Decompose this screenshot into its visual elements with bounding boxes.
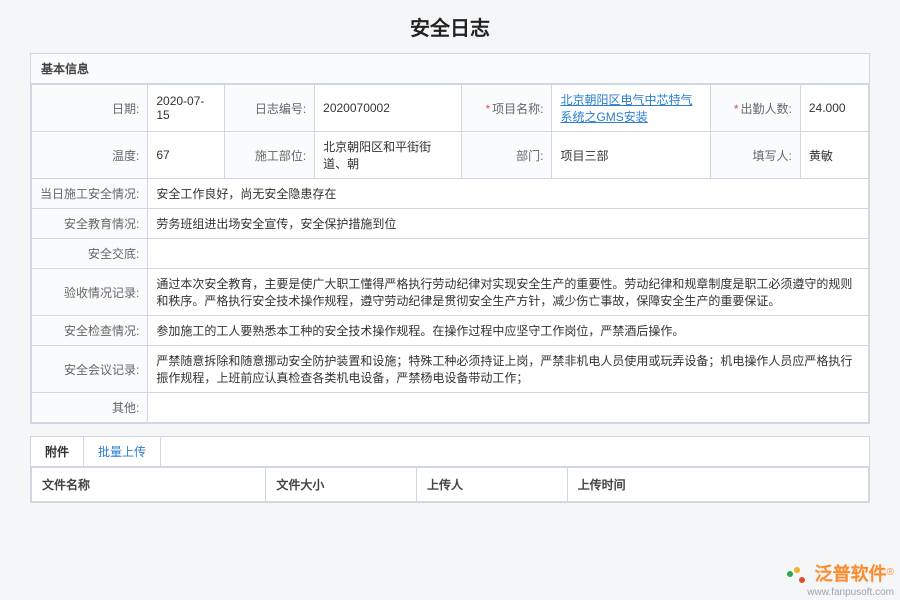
tab-attachment[interactable]: 附件 [31,437,84,466]
dept-label: 部门: [462,132,552,179]
writer-value: 黄敏 [800,132,868,179]
col-file-size: 文件大小 [266,468,417,502]
basic-info-panel: 基本信息 日期: 2020-07-15 日志编号: 2020070002 *项目… [30,53,870,424]
attachment-panel: 附件 批量上传 文件名称 文件大小 上传人 上传时间 [30,436,870,503]
dept-value: 项目三部 [552,132,710,179]
page-title: 安全日志 [0,0,900,53]
disclosure-label: 安全交底: [32,239,148,269]
brand-text: 泛普软件 [815,564,887,584]
file-table: 文件名称 文件大小 上传人 上传时间 [31,467,869,502]
tab-bulk-upload[interactable]: 批量上传 [84,437,161,466]
logo-icon [787,567,807,587]
check-value: 参加施工的工人要熟悉本工种的安全技术操作规程。在操作过程中应坚守工作岗位，严禁酒… [148,316,869,346]
col-uploader: 上传人 [417,468,568,502]
project-link[interactable]: 北京朝阳区电气中芯特气系统之GMS安装 [560,93,692,124]
edu-value: 劳务班组进出场安全宣传，安全保护措施到位 [148,209,869,239]
edu-label: 安全教育情况: [32,209,148,239]
temp-label: 温度: [32,132,148,179]
brand-url: www.fanpusoft.com [787,587,894,598]
unit-value: 北京朝阳区和平街街道、朝 [315,132,462,179]
log-no-label: 日志编号: [225,85,315,132]
accept-value: 通过本次安全教育，主要是使广大职工懂得严格执行劳动纪律对实现安全生产的重要性。劳… [148,269,869,316]
date-label: 日期: [32,85,148,132]
date-value: 2020-07-15 [148,85,225,132]
form-table: 日期: 2020-07-15 日志编号: 2020070002 *项目名称: 北… [31,84,869,423]
accept-label: 验收情况记录: [32,269,148,316]
other-label: 其他: [32,393,148,423]
project-label: *项目名称: [462,85,552,132]
safety-status-value: 安全工作良好，尚无安全隐患存在 [148,179,869,209]
tm-icon: ® [887,567,894,578]
col-file-name: 文件名称 [32,468,266,502]
project-value[interactable]: 北京朝阳区电气中芯特气系统之GMS安装 [552,85,710,132]
attendance-value: 24.000 [800,85,868,132]
attachment-tabs: 附件 批量上传 [31,437,869,467]
other-value [148,393,869,423]
attendance-label: *出勤人数: [710,85,800,132]
disclosure-value [148,239,869,269]
watermark: 泛普软件® www.fanpusoft.com [787,560,894,598]
safety-status-label: 当日施工安全情况: [32,179,148,209]
log-no-value: 2020070002 [315,85,462,132]
col-upload-time: 上传时间 [567,468,868,502]
unit-label: 施工部位: [225,132,315,179]
meeting-value: 严禁随意拆除和随意挪动安全防护装置和设施；特殊工种必须持证上岗，严禁非机电人员使… [148,346,869,393]
basic-info-header: 基本信息 [31,54,869,84]
check-label: 安全检查情况: [32,316,148,346]
writer-label: 填写人: [710,132,800,179]
meeting-label: 安全会议记录: [32,346,148,393]
temp-value: 67 [148,132,225,179]
